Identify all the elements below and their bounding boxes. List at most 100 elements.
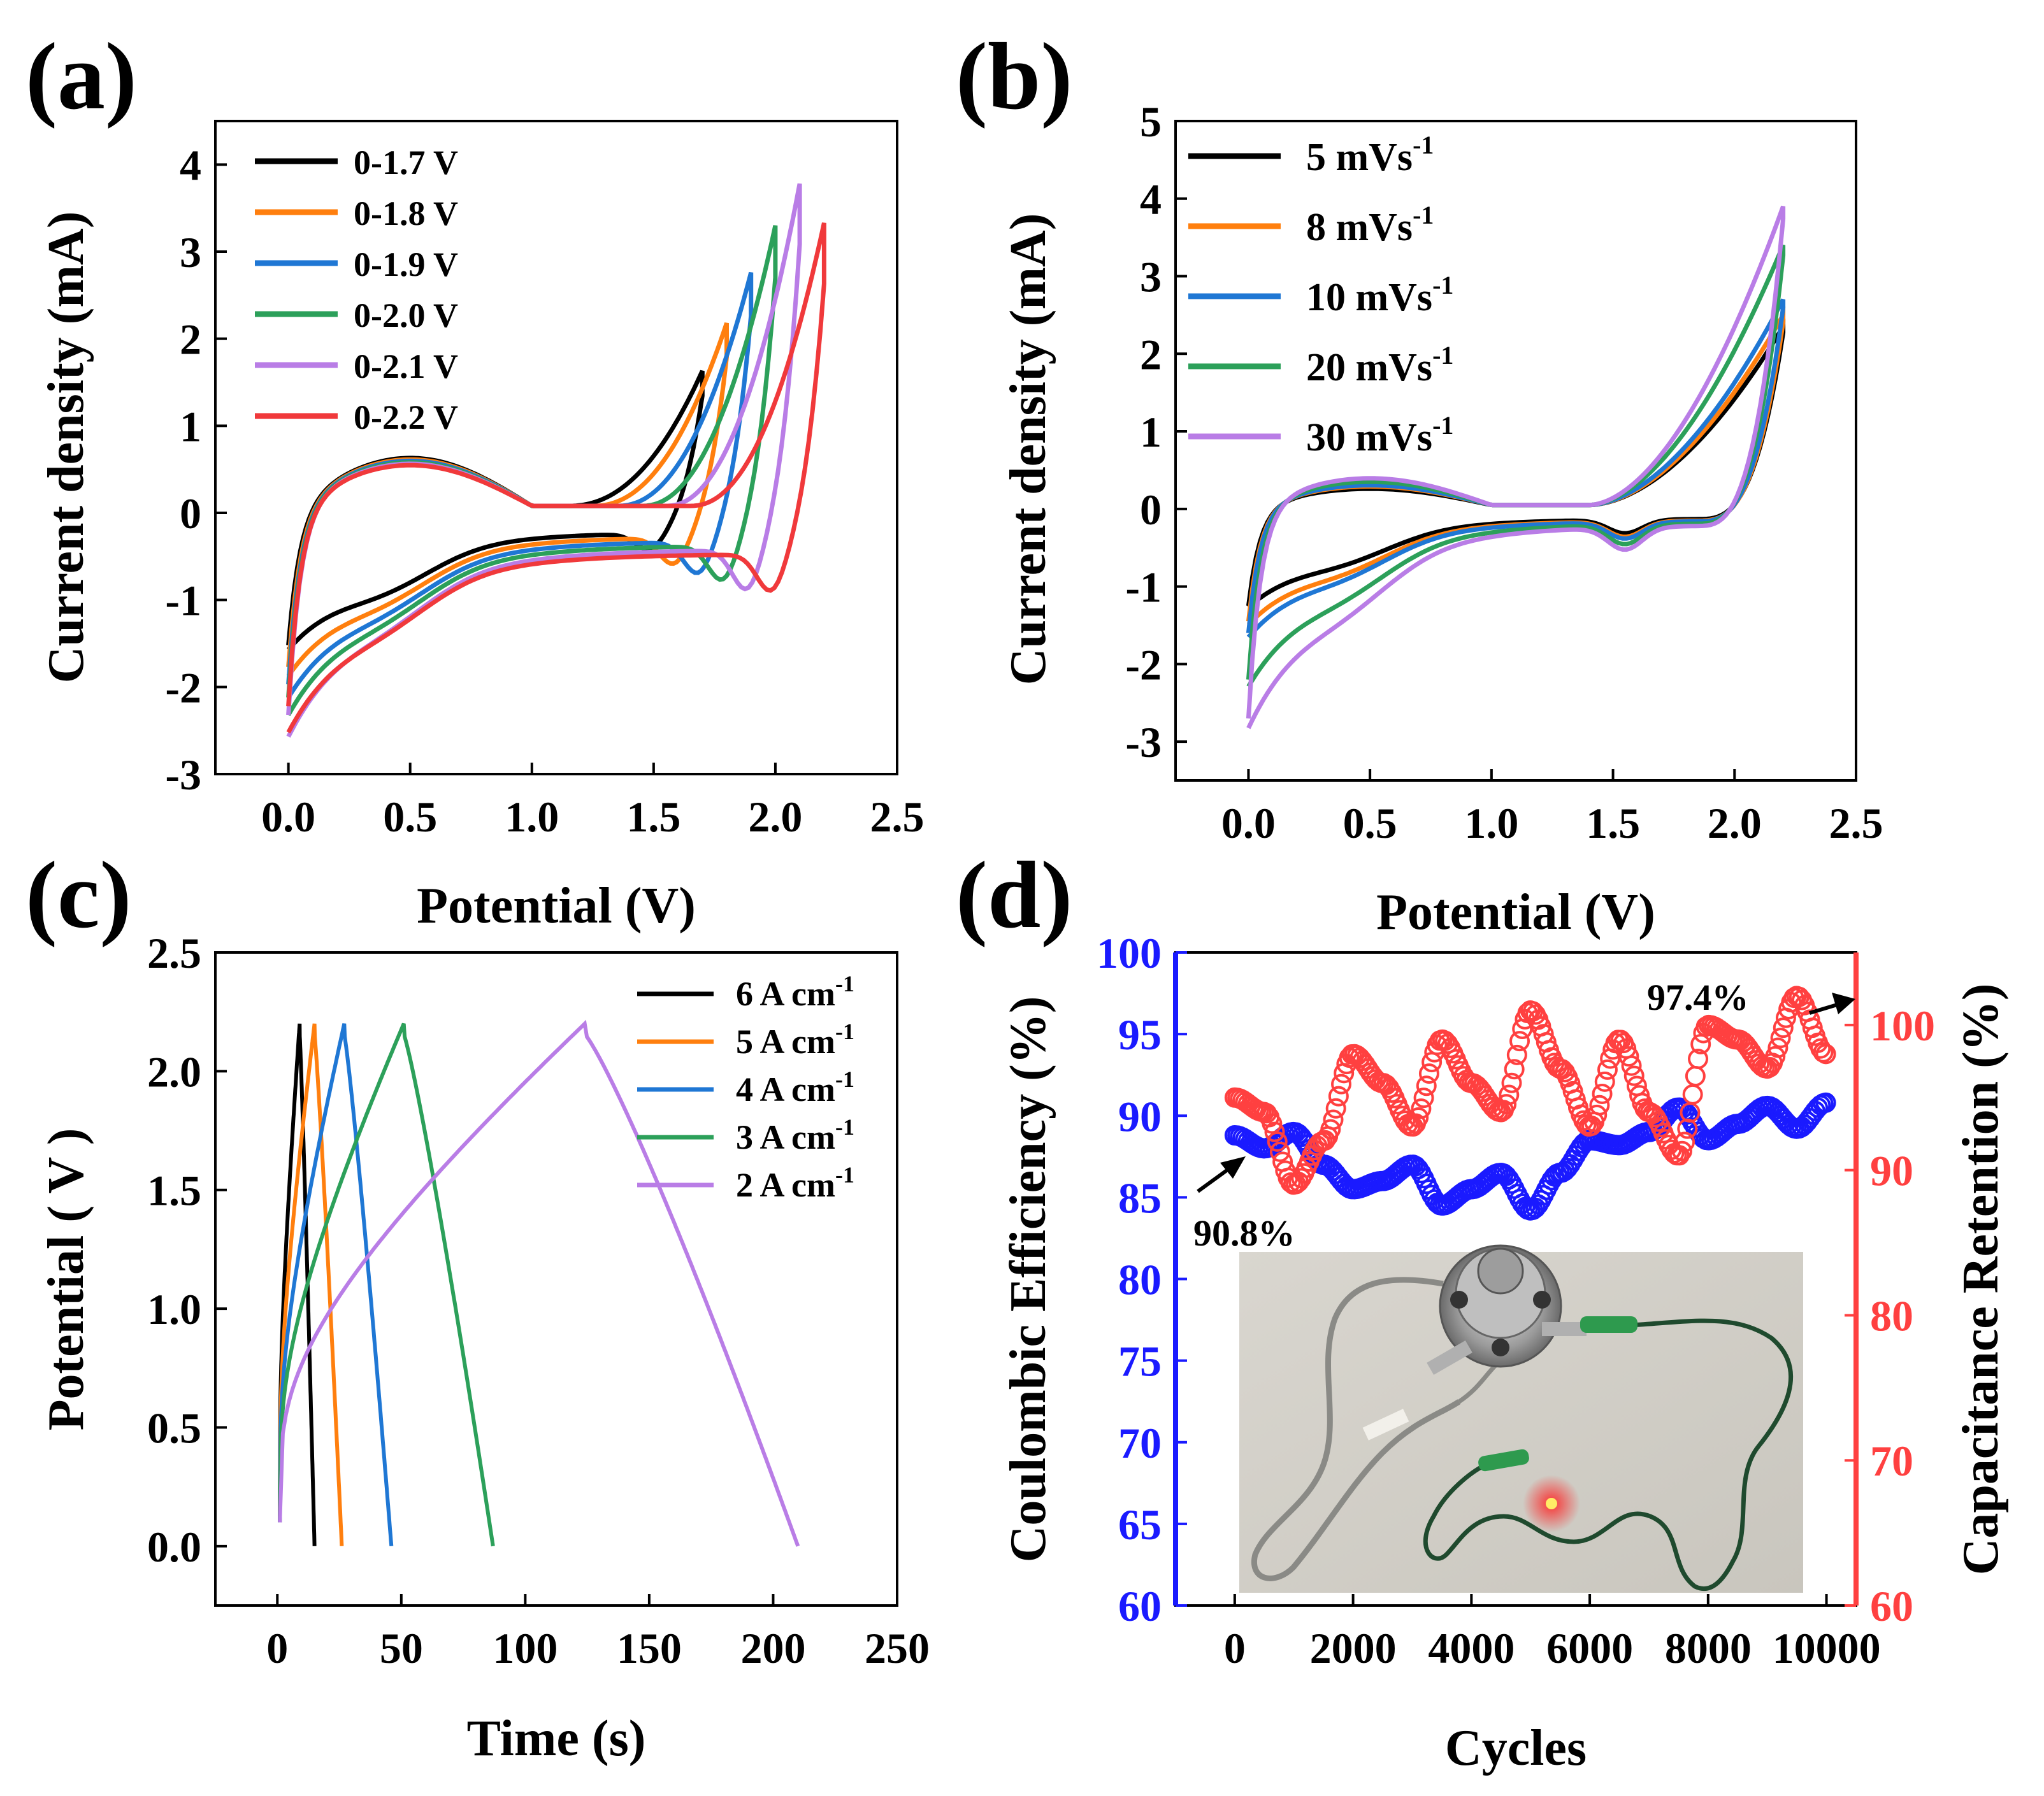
y-right-tick-label: 90 (1870, 1147, 1913, 1195)
panel-b-ticks: 0.0 0.5 1.0 1.5 2.0 2.5 -3 -2 -1 0 1 2 3 4 5 (1125, 97, 1883, 847)
panel-b-legend: 5 mVs-1 8 mVs-1 10 mVs-1 20 mVs-1 30 mVs-1 (1188, 131, 1453, 459)
cv-curve-10-mVs (1246, 298, 1786, 639)
x-tick-label: 1.5 (1586, 799, 1640, 847)
x-tick-label: 0.0 (1221, 799, 1276, 847)
cr-point (1767, 1037, 1788, 1058)
gcd-curve-5-A-cm (278, 1023, 344, 1546)
annotation-97-4: 97.4% (1647, 977, 1749, 1018)
panel-c-curves (278, 1019, 800, 1547)
cr-point (1314, 1130, 1335, 1151)
gcd-curve-4-A-cm (278, 1023, 394, 1547)
legend-label: 8 mVs-1 (1306, 201, 1434, 249)
x-tick-label: 50 (380, 1624, 423, 1672)
legend-superscript: -1 (835, 971, 854, 996)
y-tick-label: 3 (1140, 253, 1162, 301)
x-tick-label: 0.0 (261, 793, 315, 841)
x-tick-label: 250 (865, 1624, 930, 1672)
y-tick-label: 1 (180, 402, 201, 450)
panel-b-xlabel: Potential (V) (1376, 884, 1655, 940)
cv-curve-0-2-2-V (286, 222, 826, 734)
cr-point (1408, 1107, 1429, 1128)
annotation-90-8: 90.8% (1193, 1212, 1295, 1254)
y-tick-label: 65 (1118, 1500, 1162, 1549)
cr-point (1770, 1028, 1791, 1049)
x-tick-label: 1.0 (505, 793, 559, 841)
x-tick-label: 1.0 (1464, 799, 1518, 847)
cr-point (1267, 1131, 1288, 1152)
x-tick-label: 4000 (1428, 1624, 1515, 1672)
cr-point (1688, 1049, 1709, 1070)
y-right-tick-label: 100 (1870, 1002, 1935, 1050)
y-tick-label: 2.0 (147, 1047, 201, 1096)
cr-point (1501, 1072, 1522, 1093)
gcd-curve-2-A-cm (278, 1019, 800, 1547)
legend-label: 0-2.1 V (354, 347, 458, 385)
cr-point (1587, 1104, 1608, 1125)
y-tick-label: 85 (1118, 1174, 1162, 1222)
panel-a-label: (a) (25, 24, 137, 129)
cr-point (1416, 1075, 1437, 1096)
y-tick-label: 0 (1140, 485, 1162, 534)
legend-label: 5 A cm-1 (736, 1019, 854, 1061)
cr-point (1331, 1074, 1352, 1095)
y-tick-label: 1.0 (147, 1285, 201, 1333)
legend-superscript: -1 (835, 1019, 854, 1044)
panel-d-ylabel: Coulombic Efficiency (%) (1000, 996, 1056, 1563)
cr-point (1509, 1031, 1530, 1052)
cr-point (1621, 1055, 1642, 1076)
y-tick-label: -1 (165, 577, 201, 625)
y-tick-label: 1 (1140, 408, 1162, 456)
cr-point (1323, 1109, 1344, 1130)
cr-point (1815, 1044, 1836, 1065)
legend-label: 6 A cm-1 (736, 971, 854, 1013)
gcd-curve-6-A-cm (278, 1023, 317, 1546)
y-tick-label: 1.5 (147, 1167, 201, 1215)
cr-point (1411, 1098, 1432, 1119)
panel-b-ylabel: Current density (mA) (1000, 213, 1056, 686)
panel-a-ylabel: Current density (mA) (38, 212, 94, 684)
panel-c-legend: 6 A cm-1 5 A cm-1 4 A cm-1 3 A cm-1 2 A cm-1 (637, 971, 854, 1204)
arrowhead-right (1832, 993, 1855, 1014)
x-tick-label: 2.5 (870, 793, 925, 841)
panel-a-ticks: 0.0 0.5 1.0 1.5 2.0 2.5 -3 -2 -1 0 1 2 3 4 (165, 141, 924, 841)
panel-c-ticks: 0 50 100 150 200 250 0.0 0.5 1.0 1.5 2.0 2.5 (147, 929, 930, 1672)
panel-b-curves (1246, 205, 1786, 729)
cr-point (1269, 1141, 1290, 1162)
ce-point (1815, 1092, 1836, 1113)
panel-c-ylabel: Potential ( V ) (38, 1128, 94, 1431)
panel-a-legend: 0-1.7 V 0-1.8 V 0-1.9 V 0-2.0 V 0-2.1 V 0-2.2… (255, 143, 458, 436)
y-right-tick-label: 60 (1870, 1582, 1913, 1630)
legend-superscript: -1 (1432, 341, 1453, 370)
grey-cable (1251, 1277, 1461, 1581)
y-tick-label: 0 (180, 489, 201, 538)
device-photo-inset (1239, 1244, 1803, 1593)
cv-curve-20-mVs (1246, 244, 1786, 688)
cr-point (1437, 1033, 1458, 1054)
legend-superscript: -1 (835, 1162, 854, 1188)
cr-point (1618, 1046, 1639, 1067)
cr-point (1674, 1131, 1695, 1153)
panel-d-xlabel: Cycles (1445, 1720, 1587, 1776)
cr-point (1325, 1098, 1346, 1119)
cr-point (1773, 1017, 1794, 1038)
legend-superscript: -1 (1432, 411, 1453, 440)
y-tick-label: 3 (180, 228, 201, 277)
cr-point (1418, 1063, 1439, 1084)
legend-superscript: -1 (1432, 271, 1453, 299)
cr-point (1765, 1045, 1786, 1067)
cr-point (1623, 1065, 1645, 1086)
cr-point (1506, 1044, 1527, 1065)
y-tick-label: 90 (1118, 1092, 1162, 1140)
x-tick-label: 2.0 (1708, 799, 1762, 847)
x-tick-label: 0 (1224, 1624, 1246, 1672)
cr-point (1589, 1095, 1610, 1116)
x-tick-label: 8000 (1665, 1624, 1752, 1672)
cr-point (1256, 1103, 1278, 1124)
y-tick-label: 100 (1097, 929, 1162, 977)
cr-point (1810, 1038, 1831, 1059)
legend-label: 20 mVs-1 (1306, 341, 1453, 389)
cr-point (1759, 1056, 1780, 1077)
y-tick-label: 5 (1140, 97, 1162, 146)
y-tick-label: -3 (165, 751, 201, 799)
panel-c-xlabel: Time (s) (467, 1711, 646, 1767)
